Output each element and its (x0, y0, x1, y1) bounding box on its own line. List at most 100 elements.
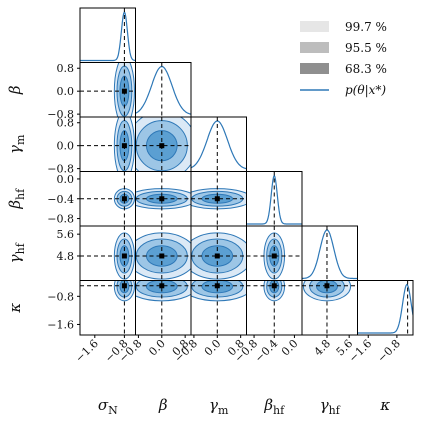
panel-κ-β (135, 280, 192, 336)
panel-content (246, 280, 302, 335)
x-axis-label-κ: κ (379, 396, 390, 414)
label-symbol: κ (379, 396, 390, 414)
y-axis-label-β: β (6, 85, 24, 95)
panel-content (191, 117, 247, 172)
y-tick-label: 0.8 (57, 117, 75, 130)
truth-point (324, 283, 330, 289)
x-axis-label-σN: σN (98, 396, 118, 417)
panel-γm-γm (190, 116, 247, 172)
corner-panels (79, 7, 414, 336)
panel-κ-κ (357, 280, 414, 336)
label-subscript: hf (14, 242, 27, 254)
label-symbol: β (158, 396, 168, 414)
panel-content (80, 280, 136, 335)
panel-γhf-γhf (301, 225, 358, 281)
truth-point (159, 196, 165, 202)
truth-point (214, 283, 220, 289)
legend-swatch (300, 21, 329, 32)
panel-γm-σN (79, 116, 136, 172)
y-axis-label-γhf: γhf (6, 242, 27, 263)
truth-point (121, 88, 127, 94)
legend-label: 68.3 % (345, 62, 387, 76)
label-symbol: σ (98, 396, 109, 414)
y-tick-label: 0.0 (57, 173, 75, 186)
panel-β-σN (79, 62, 136, 118)
panel-βhf-γm (190, 171, 247, 227)
marginal-curve-γm (191, 120, 247, 170)
label-symbol: β (263, 396, 273, 414)
panel-βhf-βhf (246, 171, 303, 227)
panel-content (191, 226, 247, 281)
x-tick-label: −0.8 (172, 337, 200, 365)
marginal-curve-γhf (302, 229, 358, 280)
panel-κ-βhf (246, 280, 303, 336)
y-tick-label: −0.8 (47, 290, 74, 303)
x-tick-label: −1.6 (73, 337, 101, 365)
label-symbol: β (6, 85, 24, 95)
y-tick-label: 0.0 (57, 140, 75, 153)
truth-point (159, 283, 165, 289)
truth-point (121, 253, 127, 259)
legend: 99.7 % 95.5 % 68.3 % p(θ|x*) (300, 20, 387, 97)
truth-point (271, 253, 277, 259)
panel-content (80, 226, 136, 281)
panel-γhf-β (135, 225, 192, 281)
panel-content (246, 226, 302, 281)
panel-content (80, 117, 136, 172)
y-axis-label-κ: κ (6, 303, 24, 314)
tick-labels: −1.6 −0.8−0.8 0.0 0.8−0.8 0.0 0.8−0.8−0.40.0 4… (47, 62, 403, 365)
label-subscript: hf (14, 188, 27, 200)
marginal-curve-σN (80, 10, 136, 62)
x-axis-label-βhf: βhf (263, 396, 285, 417)
y-tick-label: 0.8 (57, 62, 75, 75)
panel-γhf-γm (190, 225, 247, 281)
label-symbol: β (6, 200, 24, 210)
panel-content (135, 226, 191, 281)
panel-content (302, 280, 358, 335)
panel-content (135, 171, 191, 226)
truth-point (214, 196, 220, 202)
legend-swatch (300, 42, 329, 53)
panel-κ-γhf (301, 280, 358, 336)
label-symbol: γ (320, 396, 329, 414)
truth-point (121, 283, 127, 289)
panel-σN-σN (79, 7, 136, 63)
x-axis-label-γm: γm (209, 396, 229, 417)
panel-content (80, 8, 136, 63)
panel-γhf-βhf (246, 225, 303, 281)
x-axis-label-γhf: γhf (320, 396, 341, 417)
y-tick-label: −0.4 (47, 193, 74, 206)
panel-βhf-σN (79, 171, 136, 227)
x-tick-label: 0.0 (146, 337, 168, 359)
x-axis-label-β: β (158, 396, 168, 414)
panel-frame (79, 7, 136, 63)
label-subscript: hf (273, 404, 285, 417)
x-tick-label: 0.0 (202, 337, 224, 359)
label-symbol: γ (6, 254, 24, 263)
panel-content (80, 62, 136, 117)
truth-point (121, 196, 127, 202)
y-tick-label: 5.6 (57, 228, 75, 241)
panel-content (357, 280, 413, 335)
truth-point (214, 253, 220, 259)
panel-βhf-β (135, 171, 192, 227)
panel-content (191, 171, 247, 226)
truth-point (271, 283, 277, 289)
legend-swatch (300, 63, 329, 74)
panel-κ-σN (79, 280, 136, 336)
y-tick-label: 4.8 (57, 250, 75, 263)
label-subscript: m (14, 134, 27, 145)
panel-content (302, 226, 358, 281)
y-tick-label: −0.8 (47, 108, 74, 121)
y-tick-label: −0.8 (47, 163, 74, 176)
x-tick-label: −0.4 (252, 337, 280, 365)
x-tick-label: 0.0 (279, 337, 301, 359)
marginal-curve-β (135, 65, 191, 115)
y-axis-label-βhf: βhf (6, 188, 27, 210)
y-axis-label-γm: γm (6, 134, 27, 154)
truth-point (159, 143, 165, 149)
label-symbol: κ (6, 303, 24, 314)
label-symbol: γ (6, 145, 24, 154)
label-subscript: hf (329, 404, 341, 417)
